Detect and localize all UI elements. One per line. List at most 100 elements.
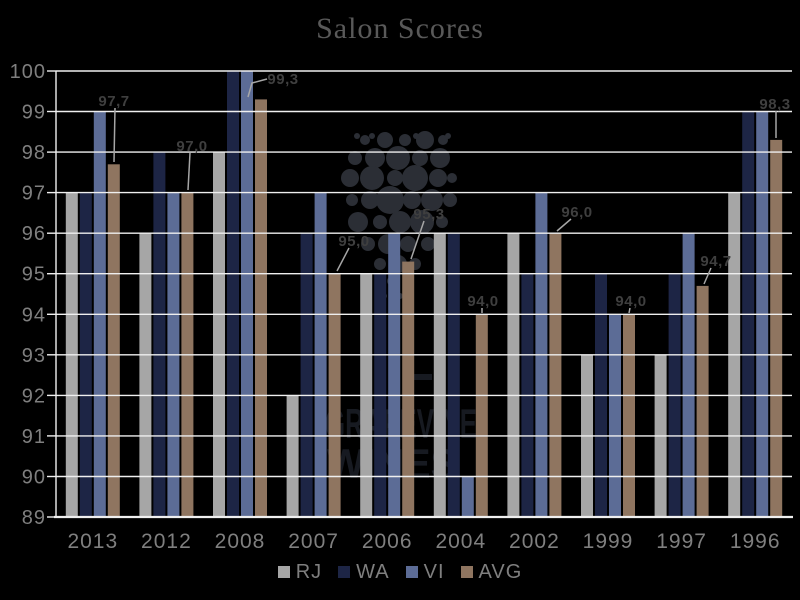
grape-circle <box>346 194 358 206</box>
grape-circle <box>387 170 403 186</box>
grape-circle <box>410 210 434 234</box>
grape-circle <box>341 169 359 187</box>
bar-rj-2012 <box>139 233 152 517</box>
bar-wa-2008 <box>227 71 239 517</box>
x-tick-label-1999: 1999 <box>583 530 634 553</box>
bar-avg-2008 <box>255 99 267 518</box>
grape-circle <box>374 258 386 270</box>
legend-label-vi: VI <box>423 560 445 583</box>
data-label-avg-2006: 95,3 <box>413 206 444 223</box>
bar-vi-1997 <box>682 233 695 517</box>
grape-circle <box>430 148 450 168</box>
grape-circle <box>421 189 443 211</box>
watermark-stem <box>408 374 432 380</box>
grape-circle <box>369 133 375 139</box>
y-tick-label: 97 <box>22 183 46 205</box>
grape-circle <box>348 151 362 165</box>
grape-circle <box>377 132 393 148</box>
grape-circle <box>412 150 428 166</box>
x-tick-label-2007: 2007 <box>288 530 339 553</box>
grape-circle <box>429 169 447 187</box>
x-tick-label-1997: 1997 <box>656 530 707 553</box>
bar-avg-2004 <box>475 314 488 517</box>
legend-label-avg: AVG <box>478 560 523 583</box>
data-label-leader-line <box>187 152 191 191</box>
grape-circle <box>386 146 410 170</box>
x-tick-label-2004: 2004 <box>435 530 486 553</box>
y-tick-label: 96 <box>22 223 46 245</box>
data-labels: 97,7 97,0 99,3 95,0 95,3 94,0 96,0 94,0 94,7 98,3 <box>98 71 790 314</box>
data-label-leader-line <box>410 220 425 260</box>
grape-circle <box>361 191 379 209</box>
data-label-avg-2013: 97,7 <box>98 93 129 110</box>
data-label-leader-line <box>113 107 116 163</box>
data-label-avg-1996: 98,3 <box>759 96 790 113</box>
x-tick-label-2013: 2013 <box>67 530 118 553</box>
data-label-leader-line <box>336 247 350 272</box>
grape-circle <box>400 236 416 252</box>
grape-circle <box>365 148 385 168</box>
y-tick-label: 95 <box>22 264 46 286</box>
y-tick-label: 89 <box>22 507 46 529</box>
x-tick-label-2002: 2002 <box>509 530 560 553</box>
gridlines <box>47 70 793 519</box>
grape-circle <box>348 212 368 232</box>
grape-circle <box>389 211 411 233</box>
bar-avg-2013 <box>107 164 120 518</box>
y-tick-label: 90 <box>22 467 46 489</box>
bar-rj-2004 <box>433 233 446 517</box>
grape-circle <box>403 191 421 209</box>
bar-avg-2002 <box>549 233 562 517</box>
grape-circle <box>373 215 387 229</box>
bar-vi-1999 <box>609 314 621 517</box>
y-tick-label: 94 <box>22 304 46 326</box>
bar-avg-1996 <box>770 139 783 517</box>
y-tick-label: 100 <box>10 61 46 83</box>
grape-circle <box>436 216 448 228</box>
grape-circle <box>421 237 435 251</box>
legend-marker-rj <box>277 566 290 578</box>
grape-circle <box>376 186 404 214</box>
y-tick-label: 92 <box>22 385 46 407</box>
grape-circle <box>399 134 411 146</box>
x-axis-labels: 2013 2012 2008 2007 2006 2004 2002 1999 1997 1996 <box>67 530 781 553</box>
grape-circle <box>447 173 457 183</box>
grape-circle <box>443 193 457 207</box>
data-label-leader-line <box>628 307 631 314</box>
data-label-avg-1999: 94,0 <box>615 293 646 310</box>
bar-wa-2012 <box>153 152 166 517</box>
bar-rj-2002 <box>507 233 520 517</box>
bar-vi-2008 <box>241 71 253 517</box>
legend-label-wa: WA <box>356 560 390 583</box>
data-label-avg-2008: 99,3 <box>267 71 298 88</box>
y-tick-label: 93 <box>22 345 46 367</box>
bar-avg-2006 <box>402 261 415 517</box>
data-label-leader-line <box>703 267 712 285</box>
x-tick-label-2008: 2008 <box>215 530 266 553</box>
data-label-leader-line <box>247 78 268 98</box>
legend-marker-vi <box>405 566 418 578</box>
y-tick-label: 91 <box>22 426 46 448</box>
data-label-avg-2004: 94,0 <box>467 293 498 310</box>
bar-rj-2007 <box>286 395 299 517</box>
legend: RJ WA VI AVG <box>0 556 800 588</box>
grape-circle <box>361 237 375 251</box>
data-label-avg-2007: 95,0 <box>338 233 369 250</box>
data-label-avg-2002: 96,0 <box>561 204 592 221</box>
bar-wa-2007 <box>300 233 313 517</box>
grape-circle <box>416 131 434 149</box>
grape-circle <box>413 133 419 139</box>
bar-wa-2004 <box>447 233 460 517</box>
x-tick-label-2012: 2012 <box>141 530 192 553</box>
legend-marker-wa <box>338 566 351 578</box>
legend-item-avg: AVG <box>460 560 523 584</box>
x-tick-label-2006: 2006 <box>362 530 413 553</box>
legend-label-rj: RJ <box>295 560 323 583</box>
bar-rj-2008 <box>213 152 225 517</box>
grape-circle <box>354 133 360 139</box>
grape-circle <box>445 133 451 139</box>
x-tick-label-1996: 1996 <box>730 530 781 553</box>
legend-item-rj: RJ <box>277 560 323 584</box>
